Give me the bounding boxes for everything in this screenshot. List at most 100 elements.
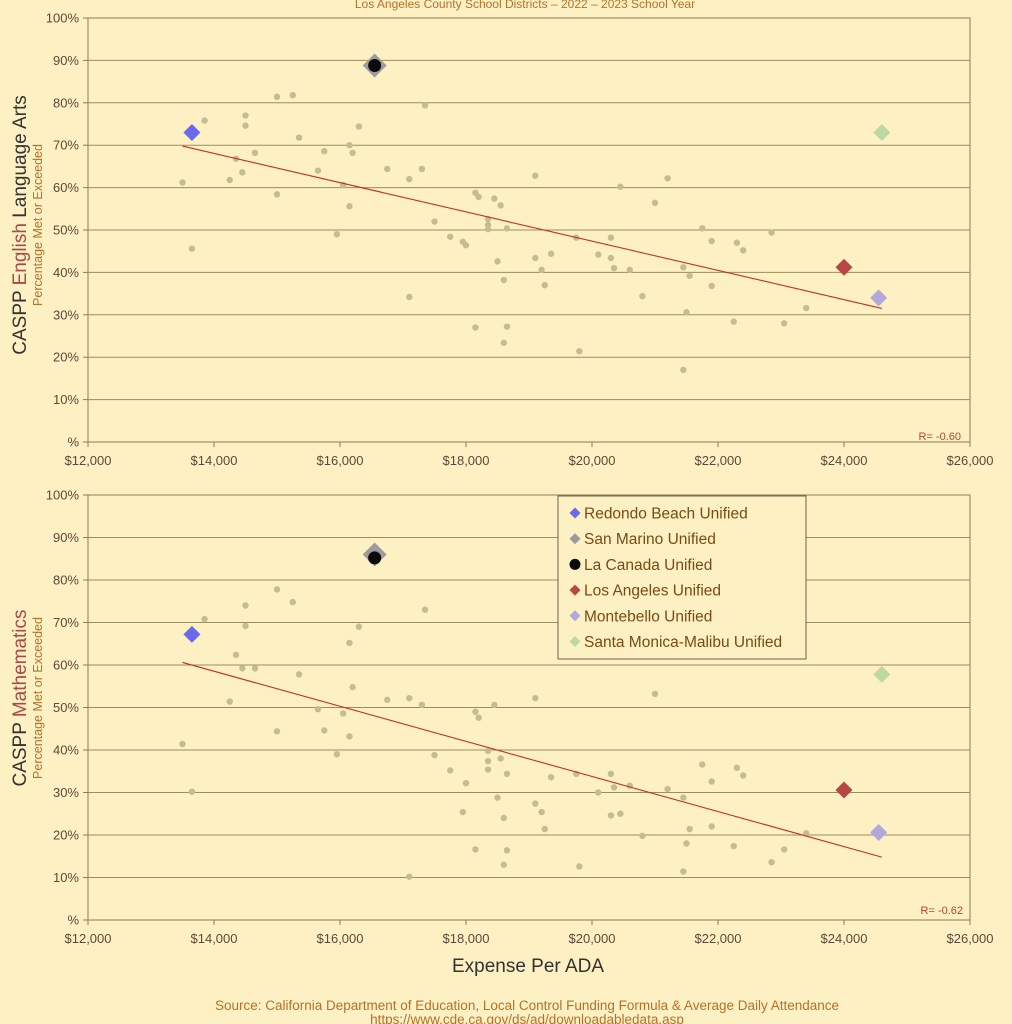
ela-district-point: [664, 175, 671, 182]
math-district-point: [610, 784, 618, 791]
ela-district-point: [595, 251, 602, 258]
ela-y-axis-title-subject: English: [10, 223, 31, 285]
math-district-point: [384, 696, 391, 704]
ela-point-redondo-beach-unified: [183, 123, 201, 141]
math-correlation-label: R= -0.62: [921, 905, 964, 917]
ela-district-point: [406, 293, 413, 301]
math-district-point: [273, 728, 281, 735]
math-scatter-panel: % 10% 20% 30% 40% 50% 60% 70% 80% 90% 100% $12,000 $…: [46, 488, 994, 947]
ela-district-point: [201, 117, 208, 124]
math-district-point: [321, 727, 328, 734]
x-axis-title: Expense Per ADA: [452, 956, 604, 977]
math-district-point: [803, 830, 810, 837]
ela-district-point: [699, 225, 706, 232]
math-district-point: [541, 825, 548, 833]
ela-district-point: [355, 123, 363, 130]
math-trend-line: [182, 661, 882, 858]
math-y-tick-label: 80%: [53, 573, 79, 588]
math-y-axis-title-subject: Mathematics: [10, 609, 31, 717]
ela-district-point: [541, 281, 548, 289]
legend-label-los-angeles-unified: Los Angeles Unified: [584, 583, 721, 600]
ela-district-point: [803, 304, 810, 312]
legend-marker-santa-monica-malibu-unified: [569, 636, 581, 647]
ela-district-point: [384, 165, 391, 173]
math-y-tick-label: 90%: [53, 530, 79, 545]
math-y-axis-subtitle: Percentage Met or Exceeded: [31, 617, 45, 779]
math-district-point: [500, 861, 507, 868]
math-district-point: [289, 598, 296, 606]
ela-district-point: [538, 266, 545, 274]
math-district-point: [251, 665, 259, 672]
math-district-point: [484, 757, 492, 765]
math-x-tick-label: $12,000: [65, 931, 112, 946]
math-district-point: [346, 733, 353, 740]
ela-district-point: [179, 179, 186, 186]
ela-x-tick-label: $20,000: [569, 453, 616, 468]
ela-district-point: [651, 199, 659, 207]
ela-district-point: [683, 309, 690, 316]
math-district-point: [472, 708, 479, 715]
math-point-la-canada-unified: [368, 551, 382, 565]
ela-district-point: [500, 339, 507, 346]
math-y-tick-label: 10%: [53, 870, 79, 885]
ela-district-point: [239, 169, 246, 176]
ela-district-point: [273, 191, 281, 198]
math-district-point: [780, 846, 788, 853]
math-district-point: [475, 714, 482, 721]
math-district-point: [595, 789, 602, 796]
ela-district-point: [406, 175, 413, 183]
math-y-tick-label: 30%: [53, 785, 79, 800]
source-note: Source: California Department of Educati…: [215, 998, 839, 1013]
ela-district-point: [547, 250, 555, 257]
ela-point-los-angeles-unified: [835, 258, 853, 276]
math-district-point: [538, 808, 545, 816]
ela-district-point: [708, 282, 715, 290]
ela-district-point: [680, 366, 687, 374]
ela-x-tick-label: $24,000: [821, 453, 868, 468]
ela-y-tick-label: 40%: [53, 265, 79, 280]
ela-district-point: [491, 195, 498, 202]
ela-y-axis-subtitle: Percentage Met or Exceeded: [31, 144, 45, 306]
ela-district-point: [188, 245, 196, 252]
legend-label-la-canada-unified: La Canada Unified: [584, 557, 712, 574]
legend-marker-la-canada-unified: [569, 558, 581, 570]
math-y-axis-title: CASPP Mathematics: [10, 609, 31, 786]
math-district-point: [201, 615, 208, 623]
ela-district-point: [780, 320, 788, 327]
math-district-point: [664, 785, 671, 793]
math-y-tick-label: %: [67, 913, 79, 928]
math-district-point: [617, 810, 624, 817]
ela-trend-line: [182, 145, 882, 309]
ela-district-point: [768, 229, 775, 236]
legend-label-san-marino-unified: San Marino Unified: [584, 531, 716, 548]
ela-district-point: [242, 122, 249, 129]
math-district-point: [699, 761, 706, 768]
source-url: https://www.cde.ca.gov/ds/ad/downloadabl…: [370, 1012, 684, 1024]
math-district-point: [232, 651, 240, 658]
math-district-point: [179, 740, 186, 748]
math-district-point: [708, 823, 715, 830]
math-district-point: [406, 694, 413, 702]
ela-district-point: [475, 193, 482, 201]
math-district-point: [406, 873, 413, 880]
math-x-tick-label: $16,000: [317, 931, 364, 946]
math-district-point: [314, 706, 322, 713]
ela-y-tick-label: 90%: [53, 53, 79, 68]
math-plot-frame: [87, 494, 971, 921]
math-y-tick-label: 100%: [46, 488, 80, 503]
ela-y-tick-label: 60%: [53, 180, 79, 195]
math-district-point: [333, 751, 341, 758]
ela-x-tick-label: $14,000: [191, 453, 238, 468]
ela-district-point: [421, 102, 429, 109]
math-district-point: [503, 847, 511, 854]
math-district-point: [532, 800, 539, 807]
math-district-point: [607, 812, 615, 819]
ela-district-point: [576, 348, 583, 355]
math-district-point: [484, 747, 492, 755]
ela-district-point: [346, 142, 353, 149]
ela-district-point: [730, 318, 737, 325]
ela-x-tick-label: $26,000: [947, 453, 994, 468]
ela-district-point: [607, 234, 615, 241]
ela-y-tick-label: 80%: [53, 95, 79, 110]
